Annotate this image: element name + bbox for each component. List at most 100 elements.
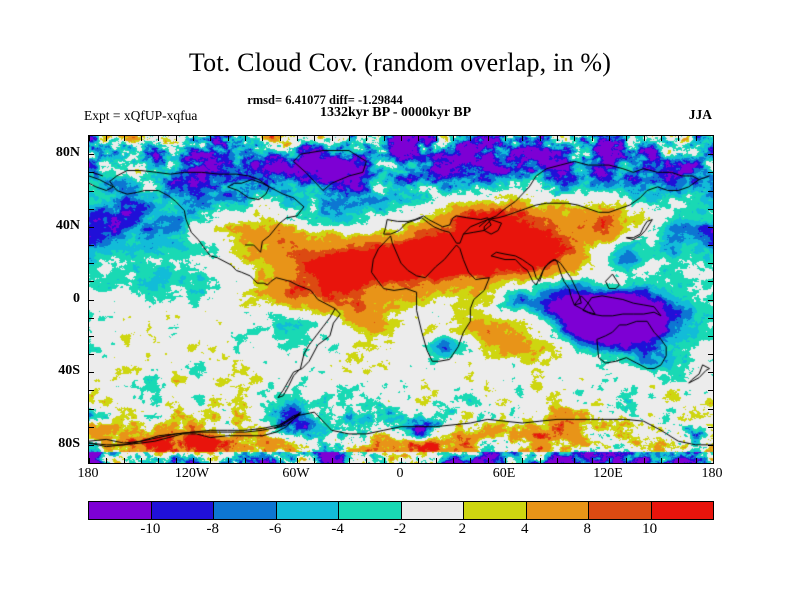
colorbar-tick-label: 4 <box>521 521 529 537</box>
x-axis-tick-label: 180 <box>701 466 723 481</box>
axis-tick <box>89 263 94 265</box>
x-axis-tick-label: 0 <box>396 466 404 481</box>
axis-tick <box>314 136 316 141</box>
colorbar-segment <box>525 502 588 519</box>
colorbar-tick-label: -10 <box>140 521 161 537</box>
axis-tick <box>708 281 713 283</box>
axis-tick <box>505 458 506 463</box>
axis-tick <box>708 299 713 301</box>
axis-tick <box>708 154 713 156</box>
axis-tick <box>89 458 90 463</box>
x-axis-tick-label: 180 <box>77 466 99 481</box>
axis-tick <box>505 136 506 141</box>
axis-tick <box>245 458 246 463</box>
axis-tick <box>89 444 94 446</box>
axis-tick <box>557 136 558 141</box>
axis-tick <box>141 136 142 141</box>
axis-tick <box>331 458 333 463</box>
y-axis-tick-label: 80N <box>55 145 80 161</box>
axis-tick <box>574 458 576 463</box>
axis-tick <box>539 458 541 463</box>
axis-tick <box>591 458 593 463</box>
axis-tick <box>158 458 160 463</box>
axis-tick <box>158 136 160 141</box>
axis-tick <box>349 458 350 463</box>
axis-tick <box>609 458 610 463</box>
axis-tick <box>262 458 264 463</box>
axis-tick <box>708 245 713 246</box>
axis-tick <box>89 172 94 174</box>
axis-tick <box>89 208 94 210</box>
y-axis-tick-label: 40S <box>58 363 80 379</box>
axis-tick <box>643 458 645 463</box>
axis-tick <box>522 458 524 463</box>
axis-tick <box>713 458 714 463</box>
axis-tick <box>193 136 194 141</box>
axis-tick <box>708 372 713 374</box>
axis-tick <box>708 390 713 392</box>
axis-tick <box>435 458 437 463</box>
colorbar-segment <box>650 502 713 519</box>
axis-tick <box>708 226 713 228</box>
axis-tick <box>708 426 713 428</box>
colorbar-tick-label: -2 <box>393 521 407 537</box>
colorbar[interactable] <box>88 501 714 520</box>
colorbar-segment <box>89 502 151 519</box>
axis-tick <box>708 408 713 410</box>
axis-tick <box>89 317 94 319</box>
axis-tick <box>89 408 94 410</box>
colorbar-segment <box>275 502 338 519</box>
axis-tick <box>89 335 94 337</box>
axis-tick <box>713 136 714 141</box>
axis-tick <box>708 335 713 337</box>
axis-tick <box>678 136 680 141</box>
axis-tick <box>89 136 90 141</box>
axis-tick <box>175 458 177 463</box>
axis-tick <box>383 136 385 141</box>
axis-tick <box>193 458 194 463</box>
axis-tick <box>522 136 524 141</box>
y-axis-tick-label: 40N <box>55 217 80 233</box>
y-axis-tick-label: 80S <box>58 435 80 451</box>
axis-tick <box>708 317 713 319</box>
axis-tick <box>695 136 697 141</box>
colorbar-tick-label: -4 <box>331 521 344 537</box>
axis-tick <box>314 458 316 463</box>
axis-tick <box>557 458 558 463</box>
axis-tick <box>89 281 94 283</box>
colorbar-segment <box>213 502 276 519</box>
axis-tick <box>227 136 229 141</box>
axis-tick <box>366 458 368 463</box>
axis-tick <box>591 136 593 141</box>
colorbar-tick-label: 10 <box>642 521 658 537</box>
axis-tick <box>661 458 662 463</box>
axis-tick <box>349 136 350 141</box>
axis-tick <box>89 426 94 428</box>
axis-tick <box>418 136 420 141</box>
axis-tick <box>89 390 94 392</box>
axis-tick <box>609 136 610 141</box>
axis-tick <box>695 458 697 463</box>
axis-tick <box>227 458 229 463</box>
axis-tick <box>245 136 246 141</box>
axis-tick <box>89 190 94 192</box>
axis-tick <box>708 263 713 265</box>
axis-tick <box>470 136 472 141</box>
axis-tick <box>210 136 212 141</box>
axis-tick <box>487 458 489 463</box>
axis-tick <box>89 154 94 156</box>
rmsd-diff-stats: rmsd= 6.41077 diff= -1.29844 <box>247 93 403 107</box>
page-title: Tot. Cloud Cov. (random overlap, in %) <box>188 48 612 77</box>
axis-tick <box>89 372 94 374</box>
colorbar-segment <box>150 502 213 519</box>
axis-tick <box>366 136 368 141</box>
colorbar-tick-label: -8 <box>206 521 220 537</box>
axis-tick <box>123 136 125 141</box>
axis-tick <box>123 458 125 463</box>
axis-tick <box>470 458 472 463</box>
colorbar-tick-label: 2 <box>458 521 467 537</box>
axis-tick <box>661 136 662 141</box>
axis-tick <box>297 458 298 463</box>
colorbar-segment <box>463 502 526 519</box>
axis-tick <box>574 136 576 141</box>
